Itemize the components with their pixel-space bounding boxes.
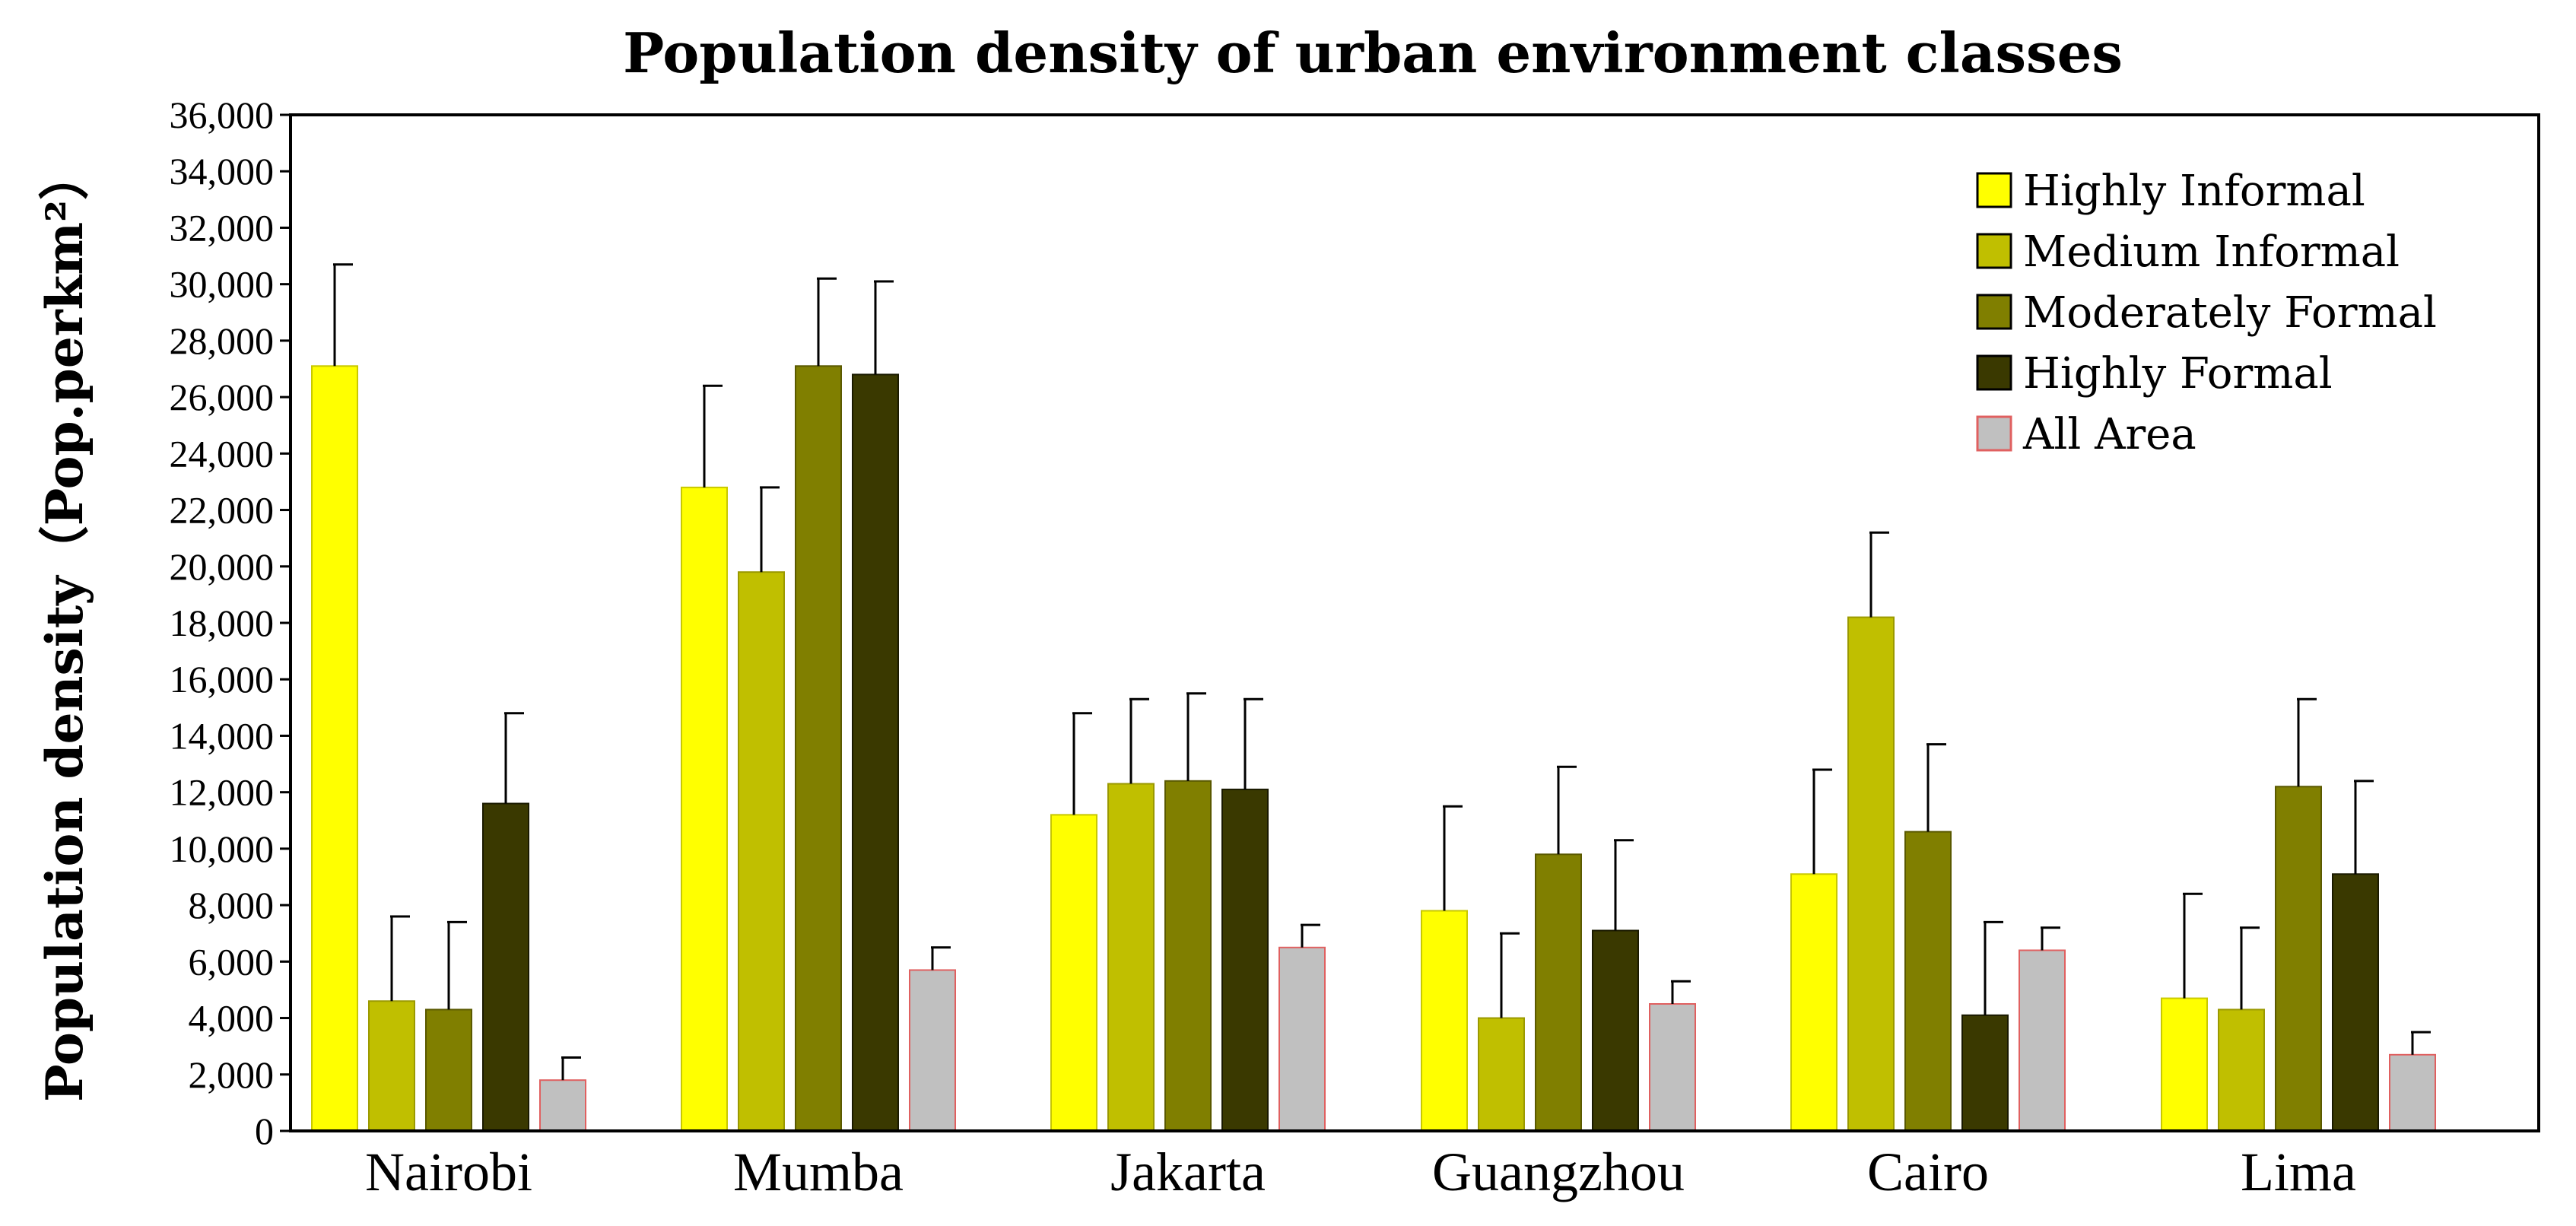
- bar-cairo-moderately-formal: [1904, 831, 1952, 1132]
- bar-jakarta-highly-informal: [1050, 814, 1097, 1132]
- legend-swatch: [1976, 294, 2012, 330]
- legend-swatch: [1976, 233, 2012, 269]
- y-tick-label: 0: [255, 1110, 274, 1152]
- x-ticks-layer: Nairobi Mumba Jakarta Guangzhou Cairo Lima: [365, 1142, 2356, 1202]
- legend-label: Medium Informal: [2023, 227, 2400, 277]
- x-tick-label: Nairobi: [365, 1142, 532, 1202]
- bar-jakarta-moderately-formal: [1164, 780, 1212, 1132]
- y-tick-label: 8,000: [189, 884, 275, 926]
- bar-mumba-moderately-formal: [795, 365, 842, 1132]
- legend-label: Moderately Formal: [2023, 288, 2437, 338]
- bar-lima-medium-informal: [2218, 1008, 2265, 1132]
- y-tick-label: 36,000: [170, 94, 275, 136]
- bar-jakarta-highly-formal: [1221, 788, 1269, 1132]
- bar-mumba-all-area: [909, 969, 956, 1132]
- x-tick-label: Guangzhou: [1432, 1142, 1685, 1202]
- bar-guangzhou-medium-informal: [1478, 1017, 1525, 1132]
- x-tick-label: Lima: [2241, 1142, 2356, 1202]
- bar-lima-highly-formal: [2332, 873, 2379, 1132]
- y-tick-label: 10,000: [170, 827, 275, 870]
- axis-layer: 0 2,000 4,000 6,000 8,000 10,000 12,000 14,000 1…: [170, 94, 291, 1152]
- y-tick-label: 20,000: [170, 545, 275, 588]
- y-tick-label: 26,000: [170, 376, 275, 418]
- bar-jakarta-medium-informal: [1107, 783, 1155, 1132]
- legend-swatch: [1976, 172, 2012, 208]
- bar-guangzhou-highly-informal: [1421, 910, 1468, 1132]
- legend-swatch: [1976, 415, 2012, 452]
- bar-jakarta-all-area: [1278, 946, 1326, 1132]
- y-tick-label: 16,000: [170, 658, 275, 700]
- y-tick-label: 2,000: [189, 1053, 275, 1096]
- bar-nairobi-moderately-formal: [425, 1008, 472, 1132]
- legend-label: Highly Informal: [2023, 167, 2365, 216]
- y-tick-label: 24,000: [170, 432, 275, 475]
- bar-mumba-highly-formal: [852, 373, 899, 1132]
- y-tick-label: 22,000: [170, 489, 275, 532]
- legend-label: Highly Formal: [2023, 349, 2333, 399]
- bar-lima-moderately-formal: [2275, 786, 2322, 1132]
- bar-mumba-highly-informal: [681, 486, 728, 1132]
- bar-guangzhou-moderately-formal: [1535, 853, 1582, 1132]
- y-tick-label: 12,000: [170, 771, 275, 814]
- chart-title: Population density of urban environment …: [623, 21, 2123, 85]
- y-tick-label: 32,000: [170, 206, 275, 249]
- legend-swatch: [1976, 354, 2012, 391]
- bar-guangzhou-all-area: [1649, 1003, 1696, 1132]
- bar-nairobi-highly-informal: [311, 365, 358, 1132]
- bar-guangzhou-highly-formal: [1592, 929, 1639, 1132]
- plot-frame: [289, 113, 2540, 1132]
- bar-cairo-highly-informal: [1790, 873, 1838, 1132]
- x-tick-label: Mumba: [733, 1142, 904, 1202]
- y-tick-label: 4,000: [189, 997, 275, 1040]
- x-tick-label: Cairo: [1867, 1142, 1989, 1202]
- bar-nairobi-highly-formal: [482, 802, 529, 1132]
- x-tick-label: Jakarta: [1110, 1142, 1266, 1202]
- legend: Highly Informal Medium Informal Moderately…: [1976, 167, 2437, 459]
- bar-nairobi-medium-informal: [368, 1000, 415, 1132]
- y-tick-label: 18,000: [170, 602, 275, 644]
- bar-cairo-highly-formal: [1961, 1014, 2009, 1132]
- legend-label: All Area: [2022, 410, 2196, 459]
- y-tick-label: 14,000: [170, 714, 275, 757]
- bar-lima-highly-informal: [2161, 997, 2208, 1132]
- bar-cairo-medium-informal: [1847, 616, 1895, 1132]
- y-tick-label: 6,000: [189, 940, 275, 983]
- y-tick-label: 30,000: [170, 263, 275, 306]
- bar-cairo-all-area: [2019, 949, 2066, 1132]
- y-axis-label: Population density（Pop.perkm²）: [35, 150, 94, 1102]
- bar-nairobi-all-area: [539, 1079, 586, 1132]
- bars-layer: [311, 263, 2436, 1132]
- bar-lima-all-area: [2389, 1053, 2436, 1132]
- y-tick-label: 28,000: [170, 319, 275, 362]
- bar-mumba-medium-informal: [738, 571, 785, 1132]
- y-tick-label: 34,000: [170, 150, 275, 192]
